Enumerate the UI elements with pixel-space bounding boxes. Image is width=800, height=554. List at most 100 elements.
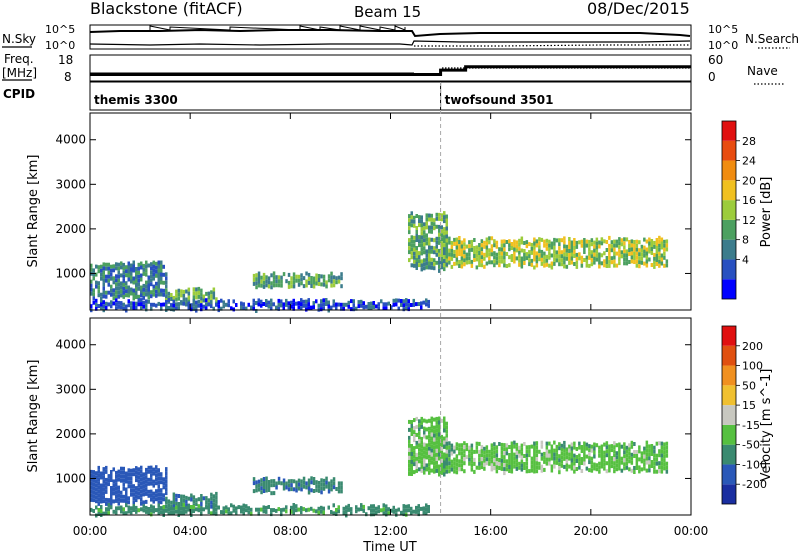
data-cell: [438, 432, 441, 437]
data-cell: [140, 497, 143, 502]
x-tick-label: 16:00: [473, 524, 508, 538]
data-cell: [575, 240, 579, 245]
data-cell: [470, 443, 474, 448]
data-cell: [310, 506, 313, 511]
data-cell: [257, 507, 260, 512]
data-cell: [485, 241, 489, 246]
data-cell: [152, 467, 155, 472]
data-cell: [563, 260, 566, 265]
data-cell: [455, 446, 459, 451]
data-cell: [110, 502, 113, 506]
data-cell: [180, 494, 183, 499]
data-cell: [550, 452, 554, 457]
data-cell: [600, 460, 604, 465]
data-cell: [105, 274, 108, 279]
data-cell: [197, 290, 201, 295]
data-cell: [430, 428, 433, 433]
data-cell: [440, 252, 444, 257]
colorbar-segment: [722, 405, 736, 425]
data-cell: [270, 508, 273, 513]
data-cell: [588, 243, 591, 248]
data-cell: [615, 251, 619, 256]
data-cell: [320, 307, 323, 312]
data-cell: [410, 215, 413, 220]
data-cell: [428, 225, 431, 230]
data-cell: [135, 305, 138, 310]
data-cell: [147, 489, 150, 494]
data-cell: [505, 264, 509, 268]
data-cell: [115, 306, 118, 311]
data-cell: [115, 266, 118, 271]
data-cell: [110, 478, 113, 482]
data-cell: [332, 485, 336, 490]
data-cell: [177, 292, 181, 297]
data-cell: [335, 276, 338, 281]
count-tick-top-left: 10^5: [45, 23, 75, 36]
data-cell: [428, 438, 431, 443]
data-cell: [658, 239, 661, 244]
data-cell: [130, 301, 133, 306]
data-cell: [513, 259, 516, 264]
data-cell: [332, 511, 335, 516]
data-cell: [438, 452, 441, 457]
data-cell: [265, 480, 268, 485]
data-cell: [663, 247, 666, 252]
data-cell: [162, 477, 165, 482]
data-cell: [435, 224, 438, 229]
data-cell: [643, 253, 646, 258]
data-cell: [590, 444, 594, 449]
data-cell: [615, 443, 619, 448]
data-cell: [157, 280, 160, 285]
data-cell: [470, 455, 474, 460]
data-cell: [137, 298, 140, 303]
data-cell: [418, 451, 421, 456]
data-cell: [518, 461, 521, 466]
data-cell: [390, 305, 393, 310]
data-cell: [638, 260, 641, 265]
data-cell: [155, 481, 158, 486]
data-cell: [438, 228, 441, 233]
data-cell: [455, 245, 459, 250]
data-cell: [292, 507, 295, 511]
data-cell: [525, 469, 529, 474]
data-cell: [645, 255, 649, 260]
data-cell: [653, 260, 656, 265]
data-cell: [563, 440, 566, 445]
data-cell: [450, 244, 454, 249]
data-cell: [132, 500, 135, 505]
data-cell: [410, 211, 413, 216]
data-cell: [185, 495, 188, 500]
data-cell: [603, 458, 606, 463]
data-cell: [588, 251, 591, 256]
data-cell: [555, 460, 559, 465]
data-cell: [450, 447, 454, 452]
data-cell: [478, 263, 481, 267]
data-cell: [152, 284, 155, 289]
data-cell: [515, 458, 519, 463]
data-cell: [300, 273, 303, 278]
data-cell: [650, 243, 654, 247]
data-cell: [408, 435, 411, 440]
data-cell: [110, 474, 113, 478]
data-cell: [440, 466, 443, 471]
data-cell: [660, 441, 664, 446]
data-cell: [420, 239, 423, 244]
data-cell: [95, 499, 98, 504]
data-cell: [402, 307, 405, 312]
data-cell: [585, 255, 589, 260]
colorbar-segment: [722, 345, 736, 366]
data-cell: [270, 491, 273, 496]
data-cell: [485, 445, 489, 450]
data-cell: [625, 461, 629, 466]
data-cell: [498, 462, 501, 466]
data-cell: [150, 473, 153, 478]
data-cell: [483, 256, 486, 261]
data-cell: [160, 260, 163, 265]
time-axis: 00:00 04:00 08:00 12:00 16:00 20:00 00:00: [73, 113, 708, 538]
data-cell: [160, 292, 163, 297]
data-cell: [513, 239, 516, 244]
data-cell: [583, 441, 586, 446]
data-cell: [648, 257, 651, 262]
data-cell: [127, 505, 130, 510]
data-cell: [438, 224, 441, 229]
